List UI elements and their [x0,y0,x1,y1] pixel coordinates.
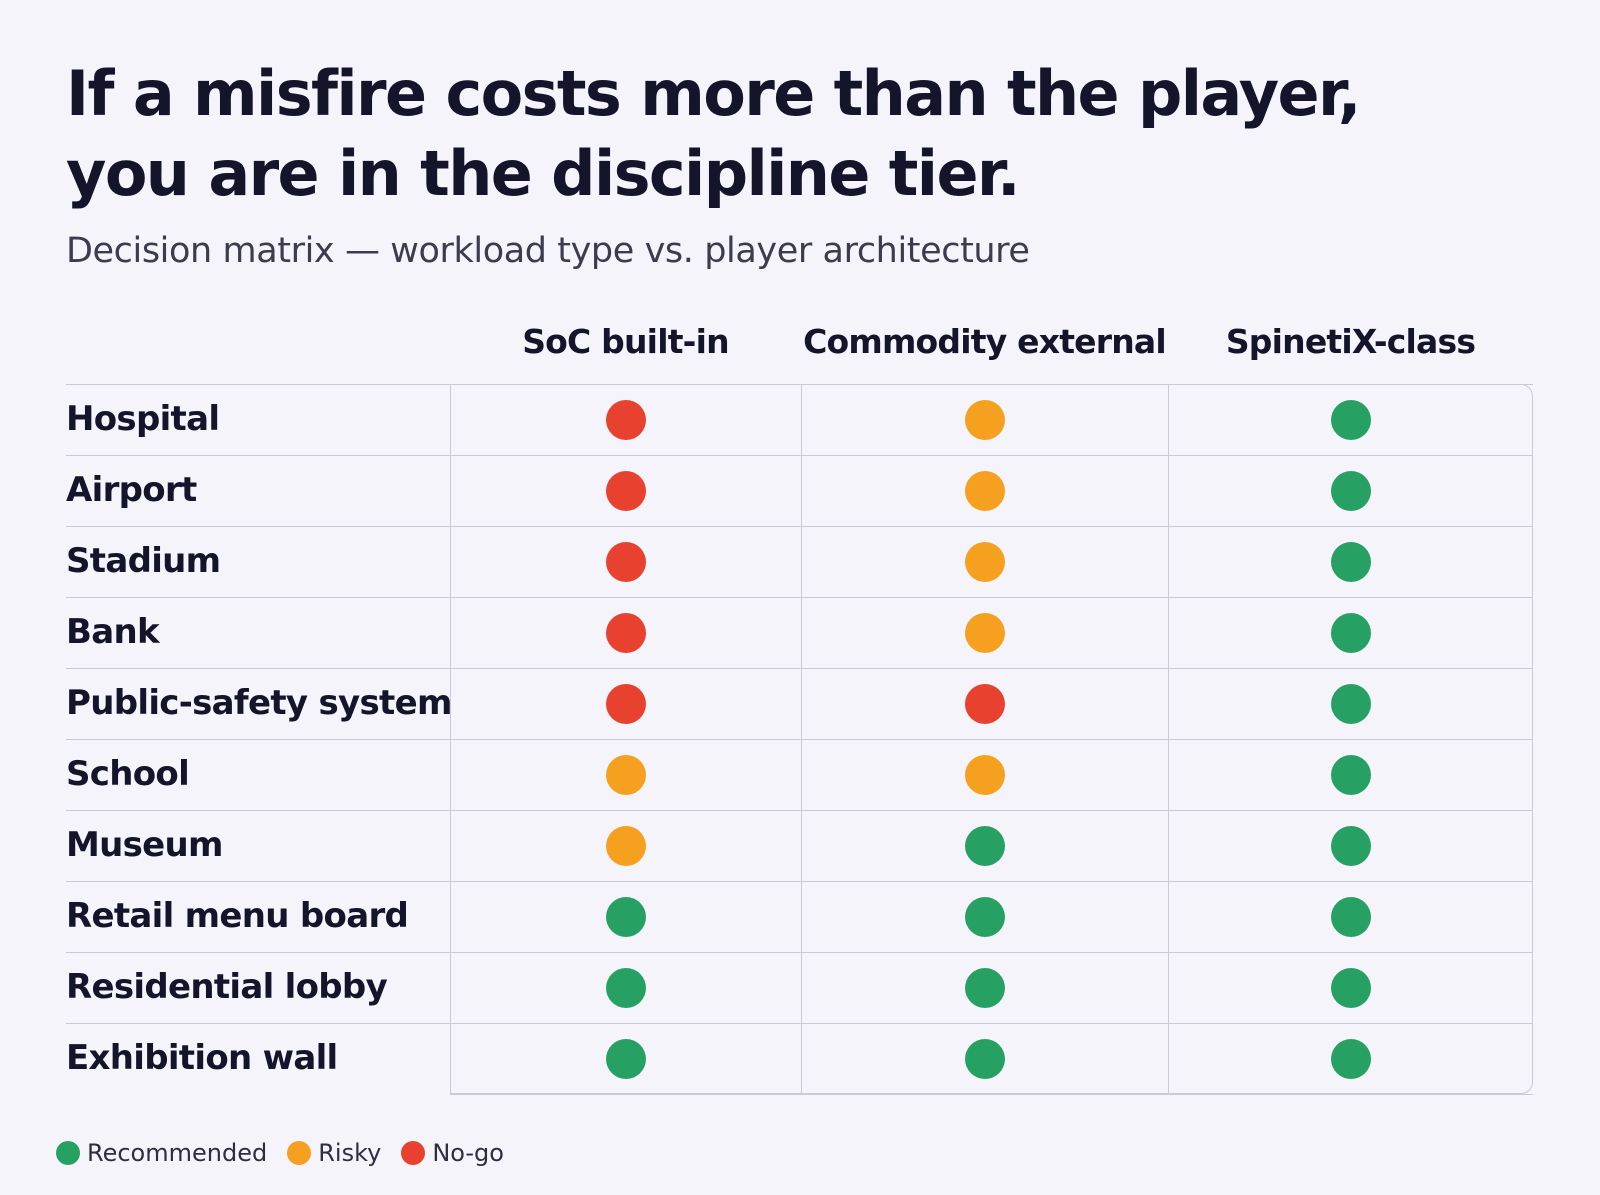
column-header-spinetix-class: SpinetiX-class [1225,322,1476,361]
legend-label-recommended: Recommended [87,1139,268,1167]
column-divider [801,384,802,1094]
status-dot-school-soc-built-in-risky [605,754,646,795]
status-dot-museum-commodity-external-recommended [964,825,1005,866]
status-dot-bank-spinetix-class-recommended [1330,612,1371,653]
row-label-school: School [66,754,190,794]
legend-label-risky: Risky [318,1139,382,1167]
row-divider [66,384,1533,385]
legend-dot-recommended [56,1141,80,1165]
status-dot-airport-spinetix-class-recommended [1330,470,1371,511]
row-divider [66,455,1533,456]
status-dot-stadium-soc-built-in-no-go [605,541,646,582]
status-dot-stadium-commodity-external-risky [964,541,1005,582]
title-line-2: you are in the discipline tier. [66,137,1021,210]
status-dot-retail-menu-board-spinetix-class-recommended [1330,896,1371,937]
status-dot-hospital-spinetix-class-recommended [1330,399,1371,440]
row-label-stadium: Stadium [66,541,221,581]
row-divider [66,597,1533,598]
column-divider [1168,384,1169,1094]
chart-title: If a misfire costs more than the player,… [66,54,1506,214]
status-dot-retail-menu-board-soc-built-in-recommended [605,896,646,937]
status-dot-hospital-commodity-external-risky [964,399,1005,440]
legend-item-recommended: Recommended [56,1139,267,1167]
legend-item-no-go: No-go [401,1139,504,1167]
status-dot-exhibition-wall-soc-built-in-recommended [605,1038,646,1079]
status-dot-public-safety-system-commodity-external-no-go [964,683,1005,724]
status-dot-public-safety-system-soc-built-in-no-go [605,683,646,724]
row-divider [66,668,1533,669]
status-dot-bank-commodity-external-risky [964,612,1005,653]
row-label-public-safety-system: Public-safety system [66,683,452,723]
status-dot-museum-spinetix-class-recommended [1330,825,1371,866]
status-dot-airport-soc-built-in-no-go [605,470,646,511]
column-header-soc-built-in: SoC built-in [522,322,729,361]
status-dot-bank-soc-built-in-no-go [605,612,646,653]
status-dot-airport-commodity-external-risky [964,470,1005,511]
status-dot-residential-lobby-soc-built-in-recommended [605,967,646,1008]
row-divider [66,952,1533,953]
status-dot-residential-lobby-spinetix-class-recommended [1330,967,1371,1008]
row-label-retail-menu-board: Retail menu board [66,896,409,936]
row-divider [66,526,1533,527]
row-divider [450,1094,1533,1095]
status-dot-school-spinetix-class-recommended [1330,754,1371,795]
row-divider [66,1023,1533,1024]
status-dot-museum-soc-built-in-risky [605,825,646,866]
row-label-museum: Museum [66,825,223,865]
column-header-commodity-external: Commodity external [803,322,1167,361]
legend-item-risky: Risky [287,1139,381,1167]
status-dot-exhibition-wall-commodity-external-recommended [964,1038,1005,1079]
title-line-1: If a misfire costs more than the player, [66,57,1361,130]
row-label-airport: Airport [66,470,197,510]
status-dot-school-commodity-external-risky [964,754,1005,795]
status-dot-retail-menu-board-commodity-external-recommended [964,896,1005,937]
row-label-exhibition-wall: Exhibition wall [66,1038,338,1078]
legend-label-no-go: No-go [432,1139,504,1167]
status-dot-residential-lobby-commodity-external-recommended [964,967,1005,1008]
legend: Recommended Risky No-go [56,1136,524,1170]
row-label-bank: Bank [66,612,160,652]
status-dot-hospital-soc-built-in-no-go [605,399,646,440]
legend-dot-no-go [401,1141,426,1165]
row-divider [66,810,1533,811]
row-label-hospital: Hospital [66,399,220,439]
row-label-residential-lobby: Residential lobby [66,967,388,1007]
status-dot-exhibition-wall-spinetix-class-recommended [1330,1038,1371,1079]
status-dot-stadium-spinetix-class-recommended [1330,541,1371,582]
status-dot-public-safety-system-spinetix-class-recommended [1330,683,1371,724]
row-divider [66,739,1533,740]
legend-dot-risky [287,1141,312,1165]
chart-subtitle: Decision matrix — workload type vs. play… [66,231,1030,271]
row-divider [66,881,1533,882]
